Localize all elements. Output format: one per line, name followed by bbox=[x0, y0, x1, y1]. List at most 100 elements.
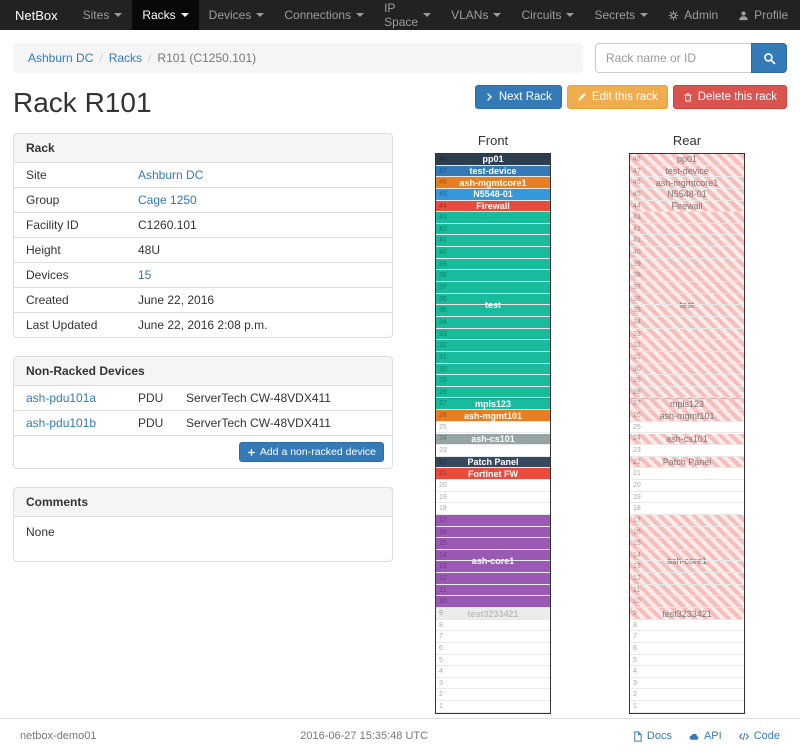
nav-profile[interactable]: Profile bbox=[728, 0, 798, 30]
rack-device[interactable]: mpls123 bbox=[436, 398, 550, 411]
rear-elevation-title: Rear bbox=[672, 133, 702, 148]
delete-rack-label: Delete this rack bbox=[697, 91, 777, 103]
nav-sites[interactable]: Sites bbox=[73, 0, 133, 30]
docs-link[interactable]: Docs bbox=[632, 730, 672, 742]
rack-unit-row: 18 bbox=[630, 503, 744, 515]
rack-device[interactable]: N5548-01 bbox=[436, 188, 550, 201]
rack-unit-row: 4 bbox=[436, 666, 550, 678]
device-link[interactable]: ash-pdu101a bbox=[26, 391, 97, 405]
chevron-down-icon bbox=[493, 13, 502, 17]
breadcrumb-site[interactable]: Ashburn DC bbox=[28, 51, 94, 65]
rack-unit-row: 8 bbox=[436, 620, 550, 632]
site-link[interactable]: Ashburn DC bbox=[138, 168, 204, 182]
non-racked-panel-title: Non-Racked Devices bbox=[14, 357, 392, 386]
attr-label: Site bbox=[26, 168, 47, 182]
search-input[interactable] bbox=[595, 43, 751, 73]
rack-device[interactable]: ash-cs101 bbox=[630, 433, 744, 446]
nav-racks[interactable]: Racks bbox=[132, 0, 199, 30]
brand[interactable]: NetBox bbox=[15, 7, 58, 23]
device-type: ServerTech CW-48VDX411 bbox=[186, 416, 331, 430]
rack-device-label: ash-mgmt101 bbox=[659, 410, 715, 421]
rack-actions: Next Rack Edit this rack Delete this rac… bbox=[474, 85, 787, 109]
nav-devices[interactable]: Devices bbox=[199, 0, 275, 30]
unit-number: 25 bbox=[633, 423, 641, 431]
nav-circuits[interactable]: Circuits bbox=[511, 0, 584, 30]
nav-vlans[interactable]: VLANs bbox=[441, 0, 511, 30]
unit-number: 20 bbox=[439, 481, 447, 489]
rack-device[interactable]: pp01 bbox=[436, 154, 550, 166]
unit-number: 1 bbox=[633, 703, 637, 711]
pencil-icon bbox=[578, 93, 586, 101]
rack-device-label: Firewall bbox=[671, 200, 703, 211]
unit-number: 20 bbox=[633, 481, 641, 489]
search-button[interactable] bbox=[751, 43, 787, 73]
rack-device[interactable]: test-device bbox=[630, 165, 744, 178]
rack-device[interactable]: Fortinet FW bbox=[436, 468, 550, 481]
rack-device[interactable]: test-device bbox=[436, 165, 550, 178]
nav-connections-label: Connections bbox=[284, 8, 352, 22]
rack-device[interactable]: test3233421 bbox=[630, 608, 744, 620]
rack-device[interactable]: Firewall bbox=[630, 200, 744, 213]
rack-device[interactable]: ash-mgmt101 bbox=[630, 410, 744, 422]
delete-rack-button[interactable]: Delete this rack bbox=[672, 85, 787, 109]
rack-device[interactable]: mpls123 bbox=[630, 398, 744, 411]
nav-ip-space[interactable]: IP Space bbox=[374, 0, 441, 30]
height-value: 48U bbox=[138, 243, 161, 257]
breadcrumb-current: R101 (C1250.101) bbox=[157, 51, 257, 65]
table-row: Facility ID C1260.101 bbox=[14, 213, 392, 238]
rack-device[interactable]: N5548-01 bbox=[630, 188, 744, 201]
group-link[interactable]: Cage 1250 bbox=[138, 193, 197, 207]
unit-number: 5 bbox=[439, 656, 443, 664]
unit-number: 7 bbox=[439, 633, 443, 641]
footer: netbox-demo01 2016-06-27 15:35:48 UTC Do… bbox=[0, 718, 800, 753]
nav-devices-label: Devices bbox=[208, 8, 252, 22]
edit-rack-button[interactable]: Edit this rack bbox=[566, 85, 668, 109]
rack-device[interactable]: ash-mgmtcore1 bbox=[630, 177, 744, 189]
rack-unit-row: 1 bbox=[436, 701, 550, 713]
rack-device[interactable]: test bbox=[630, 212, 744, 399]
code-link-label: Code bbox=[753, 730, 780, 742]
rack-device[interactable]: Patch Panel bbox=[436, 456, 550, 469]
rack-unit-row: 1 bbox=[630, 701, 744, 713]
code-icon bbox=[738, 732, 749, 740]
rack-device[interactable]: ash-cs101 bbox=[436, 433, 550, 446]
nav-connections[interactable]: Connections bbox=[274, 0, 374, 30]
add-non-racked-device-button[interactable]: Add a non-racked device bbox=[238, 442, 384, 462]
footer-links: Docs API Code bbox=[632, 730, 780, 742]
api-link[interactable]: API bbox=[688, 730, 722, 742]
user-icon bbox=[739, 10, 749, 20]
trash-icon bbox=[684, 92, 692, 102]
nav-secrets[interactable]: Secrets bbox=[584, 0, 658, 30]
rack-device[interactable]: test bbox=[436, 212, 550, 399]
rack-device[interactable]: ash-core1 bbox=[436, 515, 550, 609]
rack-unit-row: 23 bbox=[436, 445, 550, 457]
rack-device[interactable]: pp01 bbox=[630, 154, 744, 166]
comments-value: None bbox=[26, 525, 55, 539]
device-role: PDU bbox=[138, 391, 164, 405]
rack-device[interactable]: ash-mgmt101 bbox=[436, 410, 550, 422]
devices-count-link[interactable]: 15 bbox=[138, 268, 152, 282]
rack-unit-row: 2 bbox=[436, 689, 550, 702]
rack-unit-row: 19 bbox=[436, 492, 550, 504]
device-link[interactable]: ash-pdu101b bbox=[26, 416, 97, 430]
rack-device[interactable]: ash-mgmtcore1 bbox=[436, 177, 550, 189]
rack-device-label: test-device bbox=[665, 165, 709, 176]
rack-device[interactable]: test3233421 bbox=[436, 608, 550, 620]
rack-unit-row: 6 bbox=[436, 643, 550, 655]
rack-unit-row: 20 bbox=[630, 480, 744, 492]
rack-unit-row: 25 bbox=[436, 422, 550, 434]
next-rack-label: Next Rack bbox=[498, 91, 552, 103]
rack-device[interactable]: Firewall bbox=[436, 200, 550, 213]
nav-admin[interactable]: Admin bbox=[658, 0, 728, 30]
code-link[interactable]: Code bbox=[738, 730, 780, 742]
rack-device[interactable]: ash-core1 bbox=[630, 515, 744, 609]
next-rack-button[interactable]: Next Rack bbox=[474, 85, 562, 109]
rack-device[interactable]: Patch Panel bbox=[630, 456, 744, 469]
breadcrumb-separator: / bbox=[99, 51, 103, 65]
rack-unit-row: 2 bbox=[630, 689, 744, 702]
rack-device-label: N5548-01 bbox=[473, 189, 513, 200]
breadcrumb-racks[interactable]: Racks bbox=[108, 51, 143, 65]
unit-number: 23 bbox=[439, 447, 447, 455]
unit-number: 1 bbox=[439, 703, 443, 711]
device-type: ServerTech CW-48VDX411 bbox=[186, 391, 331, 405]
